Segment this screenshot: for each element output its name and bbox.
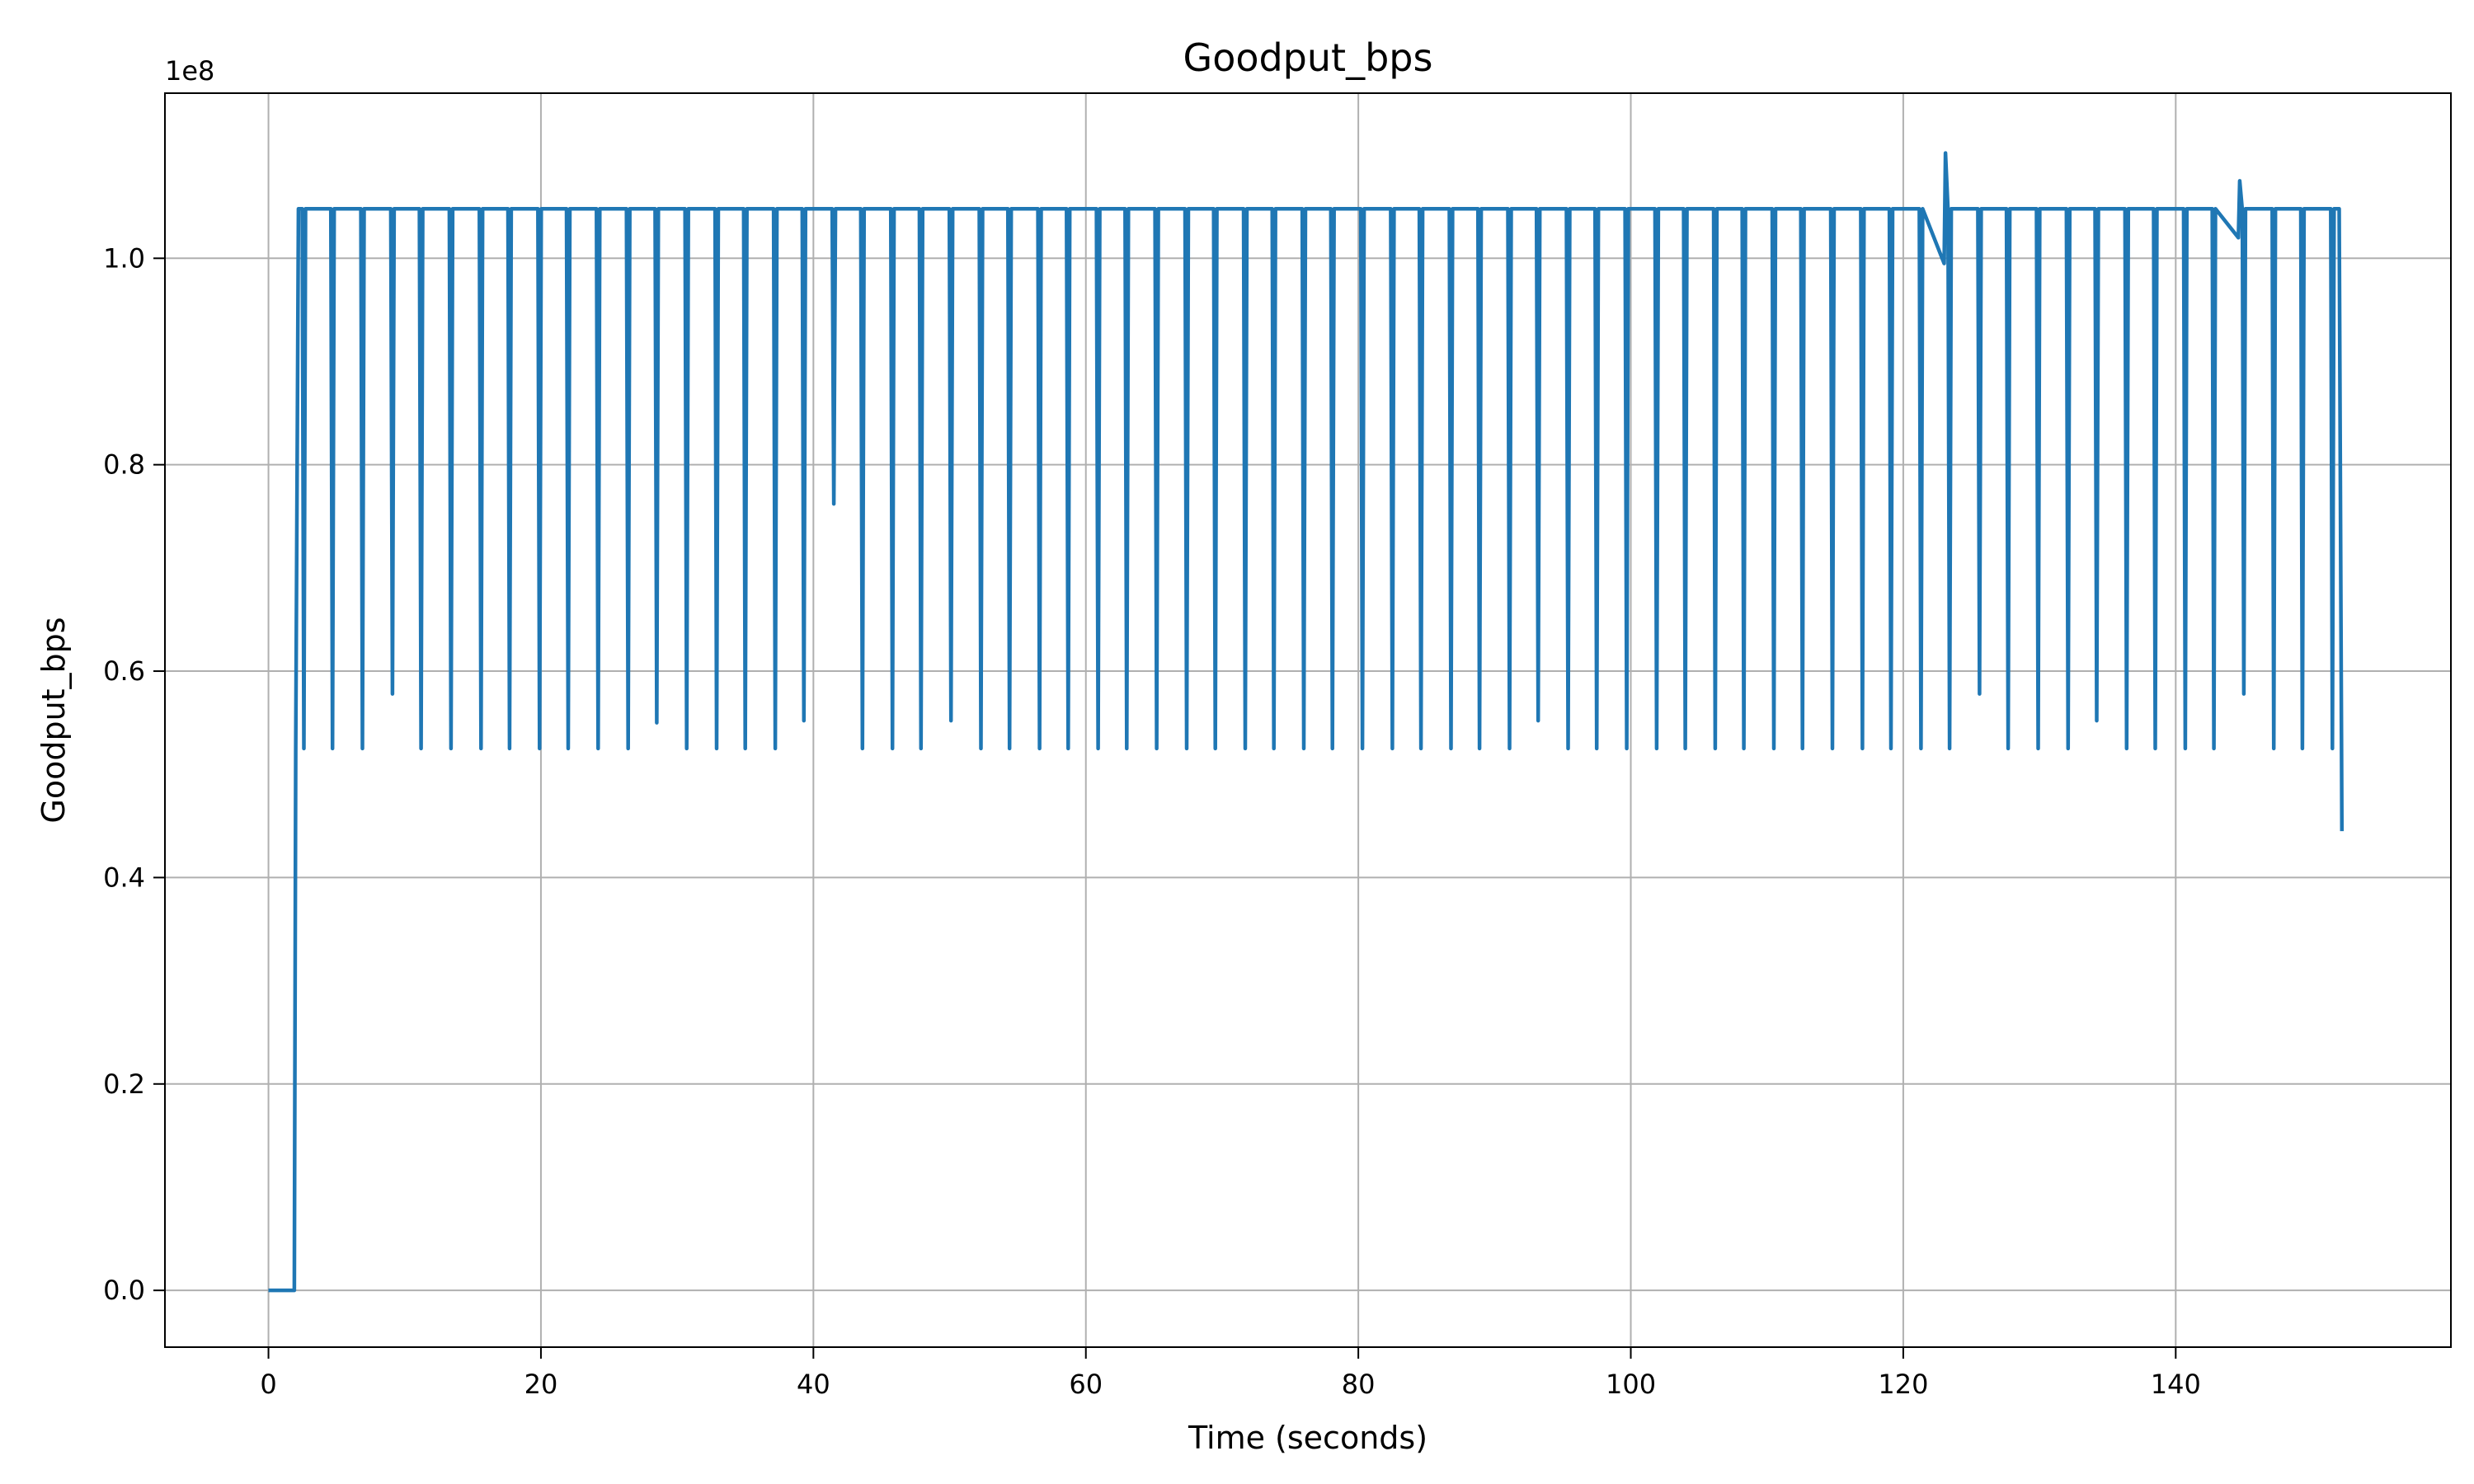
x-tick-label: 60 [1069, 1369, 1103, 1400]
goodput-line [268, 151, 2345, 1293]
x-tick-label: 140 [2151, 1369, 2201, 1400]
x-axis-ticks: 0 20 40 60 80 100 120 140 [260, 1347, 2201, 1400]
y-tick-label: 0.6 [103, 655, 145, 687]
plot-frame [164, 92, 2452, 1348]
x-tick-label: 20 [524, 1369, 558, 1400]
x-tick-label: 80 [1342, 1369, 1376, 1400]
x-tick-label: 100 [1606, 1369, 1656, 1400]
y-tick-label: 0.8 [103, 449, 145, 481]
x-tick-label: 40 [797, 1369, 830, 1400]
y-tick-label: 0.0 [103, 1275, 145, 1306]
chart-title: Goodput_bps [1183, 35, 1433, 80]
y-tick-label: 1.0 [103, 242, 145, 274]
x-axis-label: Time (seconds) [1188, 1420, 1427, 1456]
y-tick-label: 0.2 [103, 1068, 145, 1100]
x-tick-label: 0 [260, 1369, 276, 1400]
y-tick-label: 0.4 [103, 862, 145, 893]
y-axis-ticks: 0.0 0.2 0.4 0.6 0.8 1.0 [103, 242, 165, 1306]
x-tick-label: 120 [1878, 1369, 1928, 1400]
y-axis-label: Goodput_bps [35, 617, 72, 823]
y-axis-offset-label: 1e8 [165, 55, 214, 87]
data-series [268, 151, 2345, 1293]
